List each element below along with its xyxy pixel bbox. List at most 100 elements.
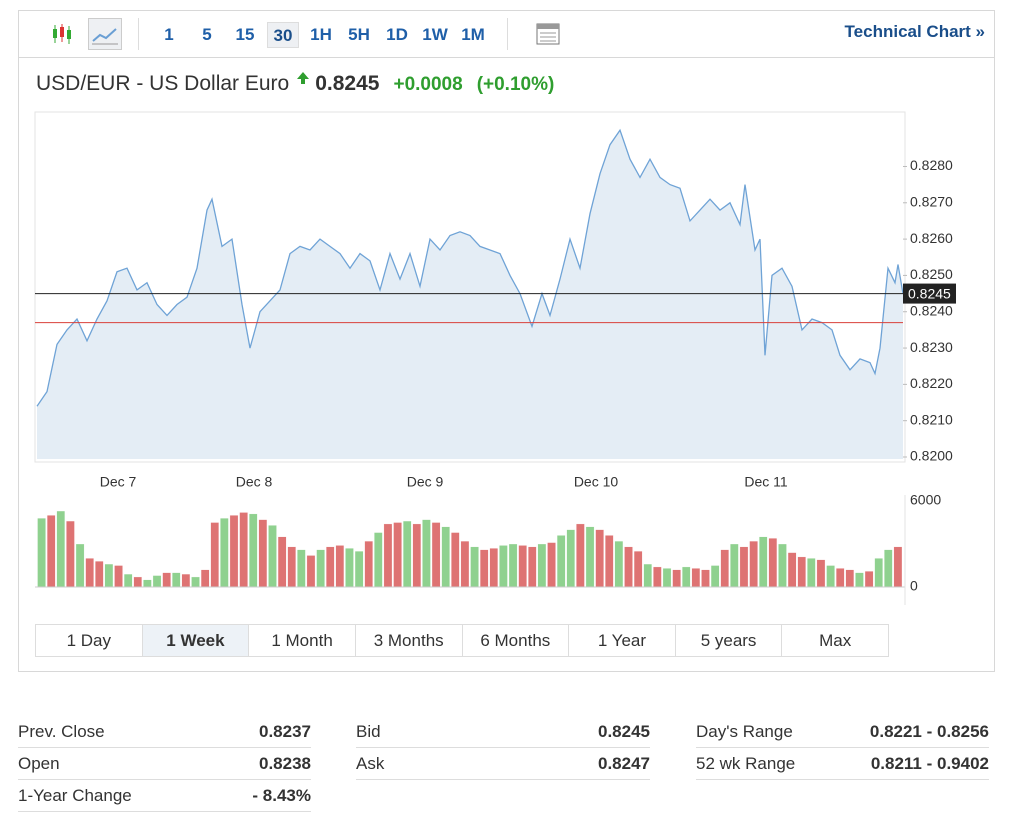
volume-bar (75, 543, 85, 588)
volume-bar (720, 549, 729, 588)
interval-button[interactable]: 1D (386, 25, 408, 44)
stat-label: 1-Year Change (18, 786, 132, 805)
volume-bar (528, 546, 537, 588)
volume-bar (547, 542, 556, 588)
range-button[interactable]: 6 Months (463, 625, 570, 656)
volume-bar (422, 519, 431, 588)
interval-button[interactable]: 1 (164, 25, 174, 44)
volume-bar (316, 549, 325, 588)
stat-row: Bid 0.8245 (356, 717, 650, 748)
volume-bar (114, 565, 123, 588)
interval-button[interactable]: 15 (235, 25, 255, 44)
volume-bar (297, 549, 306, 588)
price-change-pct: (+0.10%) (476, 74, 555, 95)
stat-row: Prev. Close 0.8237 (18, 717, 311, 748)
volume-bar (730, 543, 739, 588)
x-tick-label: Dec 7 (100, 474, 137, 490)
quote-header: USD/EUR - US Dollar Euro 0.8245 +0.0008 … (36, 72, 554, 96)
volume-bar (768, 538, 778, 588)
x-tick-label: Dec 8 (236, 474, 273, 490)
range-button[interactable]: 1 Day (36, 625, 143, 656)
stat-row: 1-Year Change - 8.43% (18, 781, 311, 812)
volume-bar (326, 546, 335, 588)
volume-bar (249, 513, 258, 588)
interval-button[interactable]: 1H (310, 25, 332, 44)
x-tick-label: Dec 10 (574, 474, 619, 490)
volume-bar (460, 540, 470, 588)
range-button[interactable]: 5 years (676, 625, 783, 656)
volume-bar (133, 576, 142, 588)
volume-bar (845, 569, 855, 588)
last-price-label: 0.8245 (908, 285, 951, 301)
volume-bar (855, 572, 864, 588)
volume-bar (739, 546, 749, 588)
x-tick-label: Dec 11 (744, 474, 788, 490)
volume-bar (884, 549, 893, 588)
volume-bar (874, 558, 883, 588)
volume-bar (152, 575, 162, 588)
range-button[interactable]: 1 Week (142, 625, 250, 656)
stat-value: 0.8211 - 0.9402 (870, 754, 989, 773)
volume-bar (672, 569, 681, 588)
stat-row: Ask 0.8247 (356, 749, 650, 780)
volume-bar (797, 556, 806, 588)
stat-label: Open (18, 754, 60, 773)
range-button[interactable]: Max (819, 631, 852, 650)
volume-tick-label: 0 (910, 578, 918, 594)
volume-bar (306, 555, 316, 588)
volume-bar (66, 520, 75, 588)
volume-bar (364, 540, 373, 588)
interval-button[interactable]: 30 (267, 22, 299, 48)
volume-bar (277, 536, 287, 588)
volume-bar (95, 561, 104, 588)
table-icon[interactable] (536, 23, 560, 45)
volume-bar (864, 571, 874, 588)
volume-bar (701, 569, 710, 588)
volume-bar (816, 559, 826, 588)
stat-value: 0.8221 - 0.8256 (869, 722, 989, 741)
interval-button[interactable]: 1M (461, 25, 485, 44)
volume-bar (345, 548, 354, 588)
volume-bar (229, 515, 239, 588)
stat-label: Day's Range (696, 722, 793, 741)
last-price-badge (903, 283, 956, 304)
line-chart-icon[interactable] (88, 18, 122, 50)
range-button[interactable]: 1 Year (569, 625, 676, 656)
stat-value: - 8.43% (252, 786, 311, 805)
candles-icon[interactable] (50, 22, 74, 46)
volume-bar (807, 558, 816, 588)
interval-button[interactable]: 1W (422, 25, 448, 44)
last-price: 0.8245 (315, 72, 380, 95)
interval-button[interactable]: 5 (202, 25, 212, 44)
volume-bar (643, 563, 652, 588)
y-tick-label: 0.8270 (910, 193, 953, 209)
volume-bar (412, 523, 422, 588)
volume-bar (682, 566, 691, 588)
volume-bar (826, 565, 835, 588)
stat-value: 0.8245 (598, 722, 650, 741)
interval-button[interactable]: 5H (348, 25, 370, 44)
stat-row: Open 0.8238 (18, 749, 311, 780)
stat-row: Day's Range 0.8221 - 0.8256 (696, 717, 989, 748)
volume-bar (374, 532, 383, 588)
volume-bar (239, 512, 248, 588)
volume-bar (104, 563, 114, 588)
volume-tick-label: 6000 (910, 492, 941, 508)
volume-bar (759, 536, 768, 588)
range-button[interactable]: 1 Month (249, 625, 356, 656)
range-button[interactable]: 3 Months (356, 625, 463, 656)
volume-bar (210, 522, 219, 588)
volume-bar (633, 551, 643, 588)
technical-chart-link[interactable]: Technical Chart » (844, 22, 985, 41)
volume-bar (576, 523, 585, 588)
y-tick-label: 0.8230 (910, 339, 953, 355)
volume-bar (508, 543, 518, 588)
price-change: +0.0008 (393, 74, 463, 95)
volume-bar (383, 523, 393, 588)
volume-bar (56, 510, 66, 588)
volume-bar (605, 535, 614, 588)
volume-bar (37, 518, 46, 588)
y-tick-label: 0.8250 (910, 266, 953, 282)
volume-bar (268, 525, 277, 588)
